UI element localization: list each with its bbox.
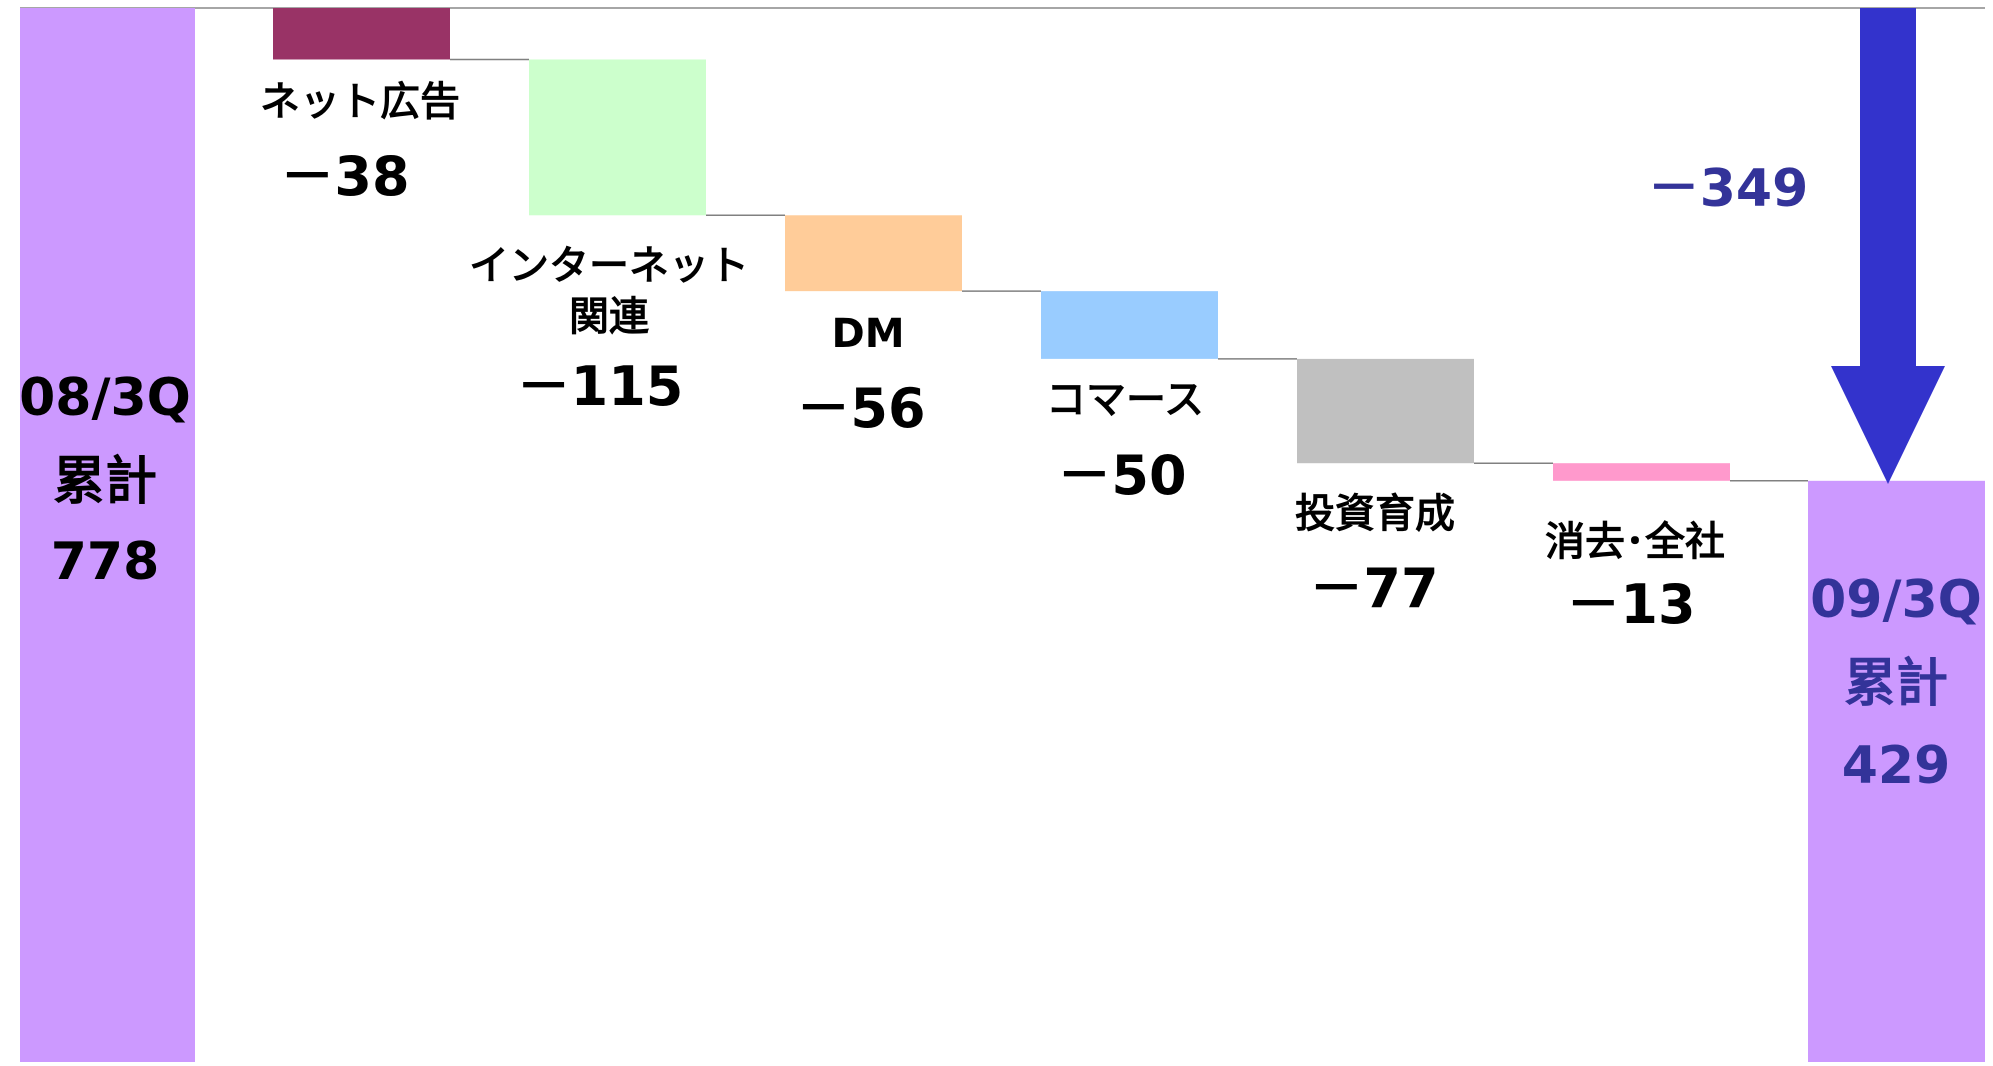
step-bar-5	[1297, 358, 1474, 464]
step-value-label-6: －13	[1566, 573, 1696, 636]
step-name-2-line-2: 関連	[569, 294, 649, 340]
start-bar	[20, 8, 195, 1062]
step-bar-1	[273, 8, 450, 60]
end-label-cumulative: 累計	[1843, 654, 1948, 714]
step-name-6-line-1: 消去･全社	[1545, 519, 1725, 565]
step-value-label-5: －77	[1309, 557, 1439, 620]
start-label-cumulative: 累計	[52, 452, 157, 512]
step-name-2-line-1: インターネット	[469, 243, 749, 289]
end-label-period: 09/3Q	[1810, 570, 1982, 630]
end-value-label: 429	[1841, 736, 1951, 796]
step-name-4-line-1: コマース	[1046, 377, 1204, 423]
step-value-label-4: －50	[1057, 444, 1187, 507]
step-value-label-3: －56	[796, 377, 926, 440]
total-change-arrow-head	[1831, 366, 1945, 484]
step-value-label-1: －38	[280, 145, 410, 208]
start-value-label: 778	[50, 532, 160, 592]
step-name-1-line-1: ネット広告	[260, 79, 460, 125]
step-bar-2	[529, 59, 706, 216]
end-bar	[1808, 480, 1985, 1062]
step-value-label-2: －115	[516, 355, 684, 418]
step-bar-6	[1553, 463, 1730, 481]
step-name-3-line-1: DM	[831, 311, 905, 357]
step-name-5-line-1: 投資育成	[1295, 491, 1455, 537]
step-bar-3	[785, 215, 962, 292]
total-change-arrow-shaft	[1860, 8, 1916, 368]
step-bar-4	[1041, 291, 1218, 359]
start-label-period: 08/3Q	[19, 368, 191, 428]
total-change-label: －349	[1647, 159, 1809, 219]
